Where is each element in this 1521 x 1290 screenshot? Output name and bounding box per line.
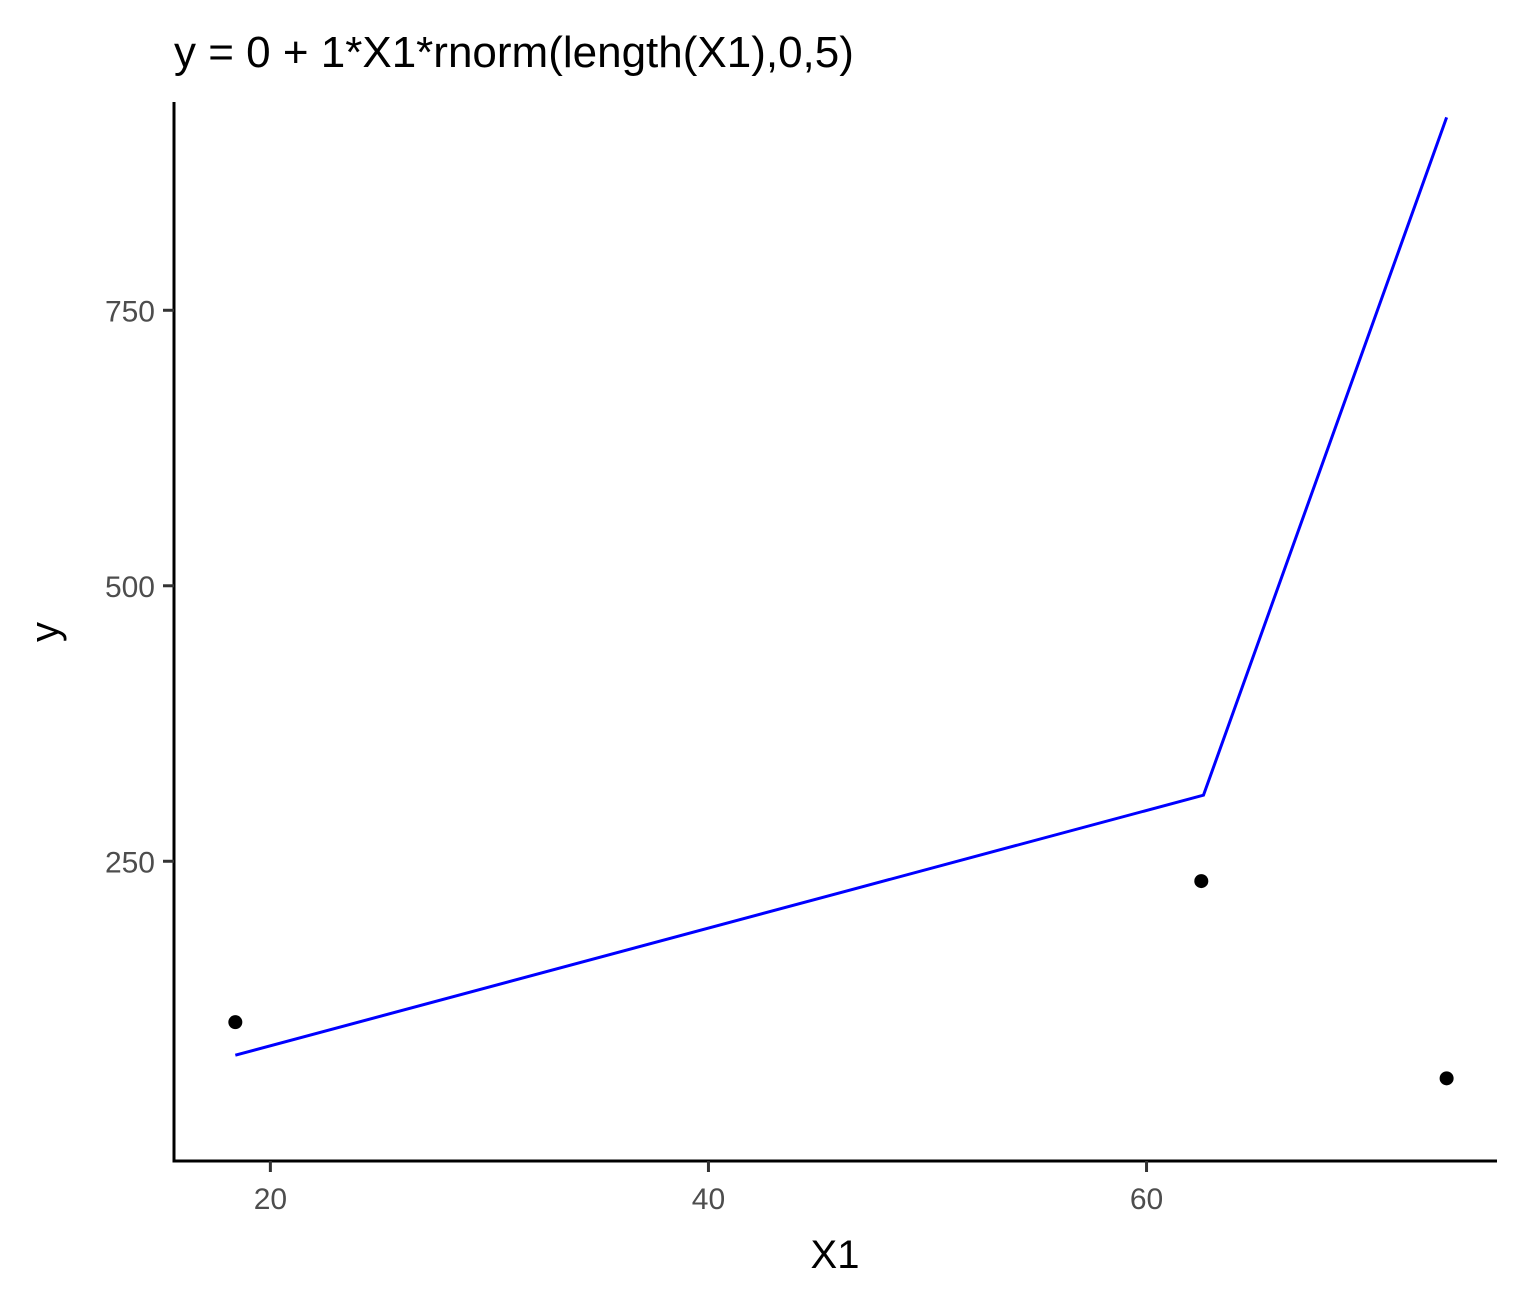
x-axis-title: X1 [811,1233,860,1277]
series-layer [228,116,1454,1086]
plot-area: 20 40 60 250 500 750 [105,102,1497,1216]
x-tick-label: 20 [254,1183,287,1216]
y-tick-label: 750 [105,295,155,328]
y-tick-label: 250 [105,846,155,879]
y-axis-title: y [23,622,67,642]
x-axis-ticks: 20 40 60 [254,1161,1163,1216]
data-point [1194,874,1209,889]
data-point [228,1015,243,1030]
y-axis-ticks: 250 500 750 [105,295,174,879]
data-point [1439,1071,1454,1086]
x-tick-label: 40 [692,1183,725,1216]
series-line [234,116,1449,1057]
chart-title: y = 0 + 1*X1*rnorm(length(X1),0,5) [174,28,854,77]
y-tick-label: 500 [105,571,155,604]
x-tick-label: 60 [1130,1183,1163,1216]
